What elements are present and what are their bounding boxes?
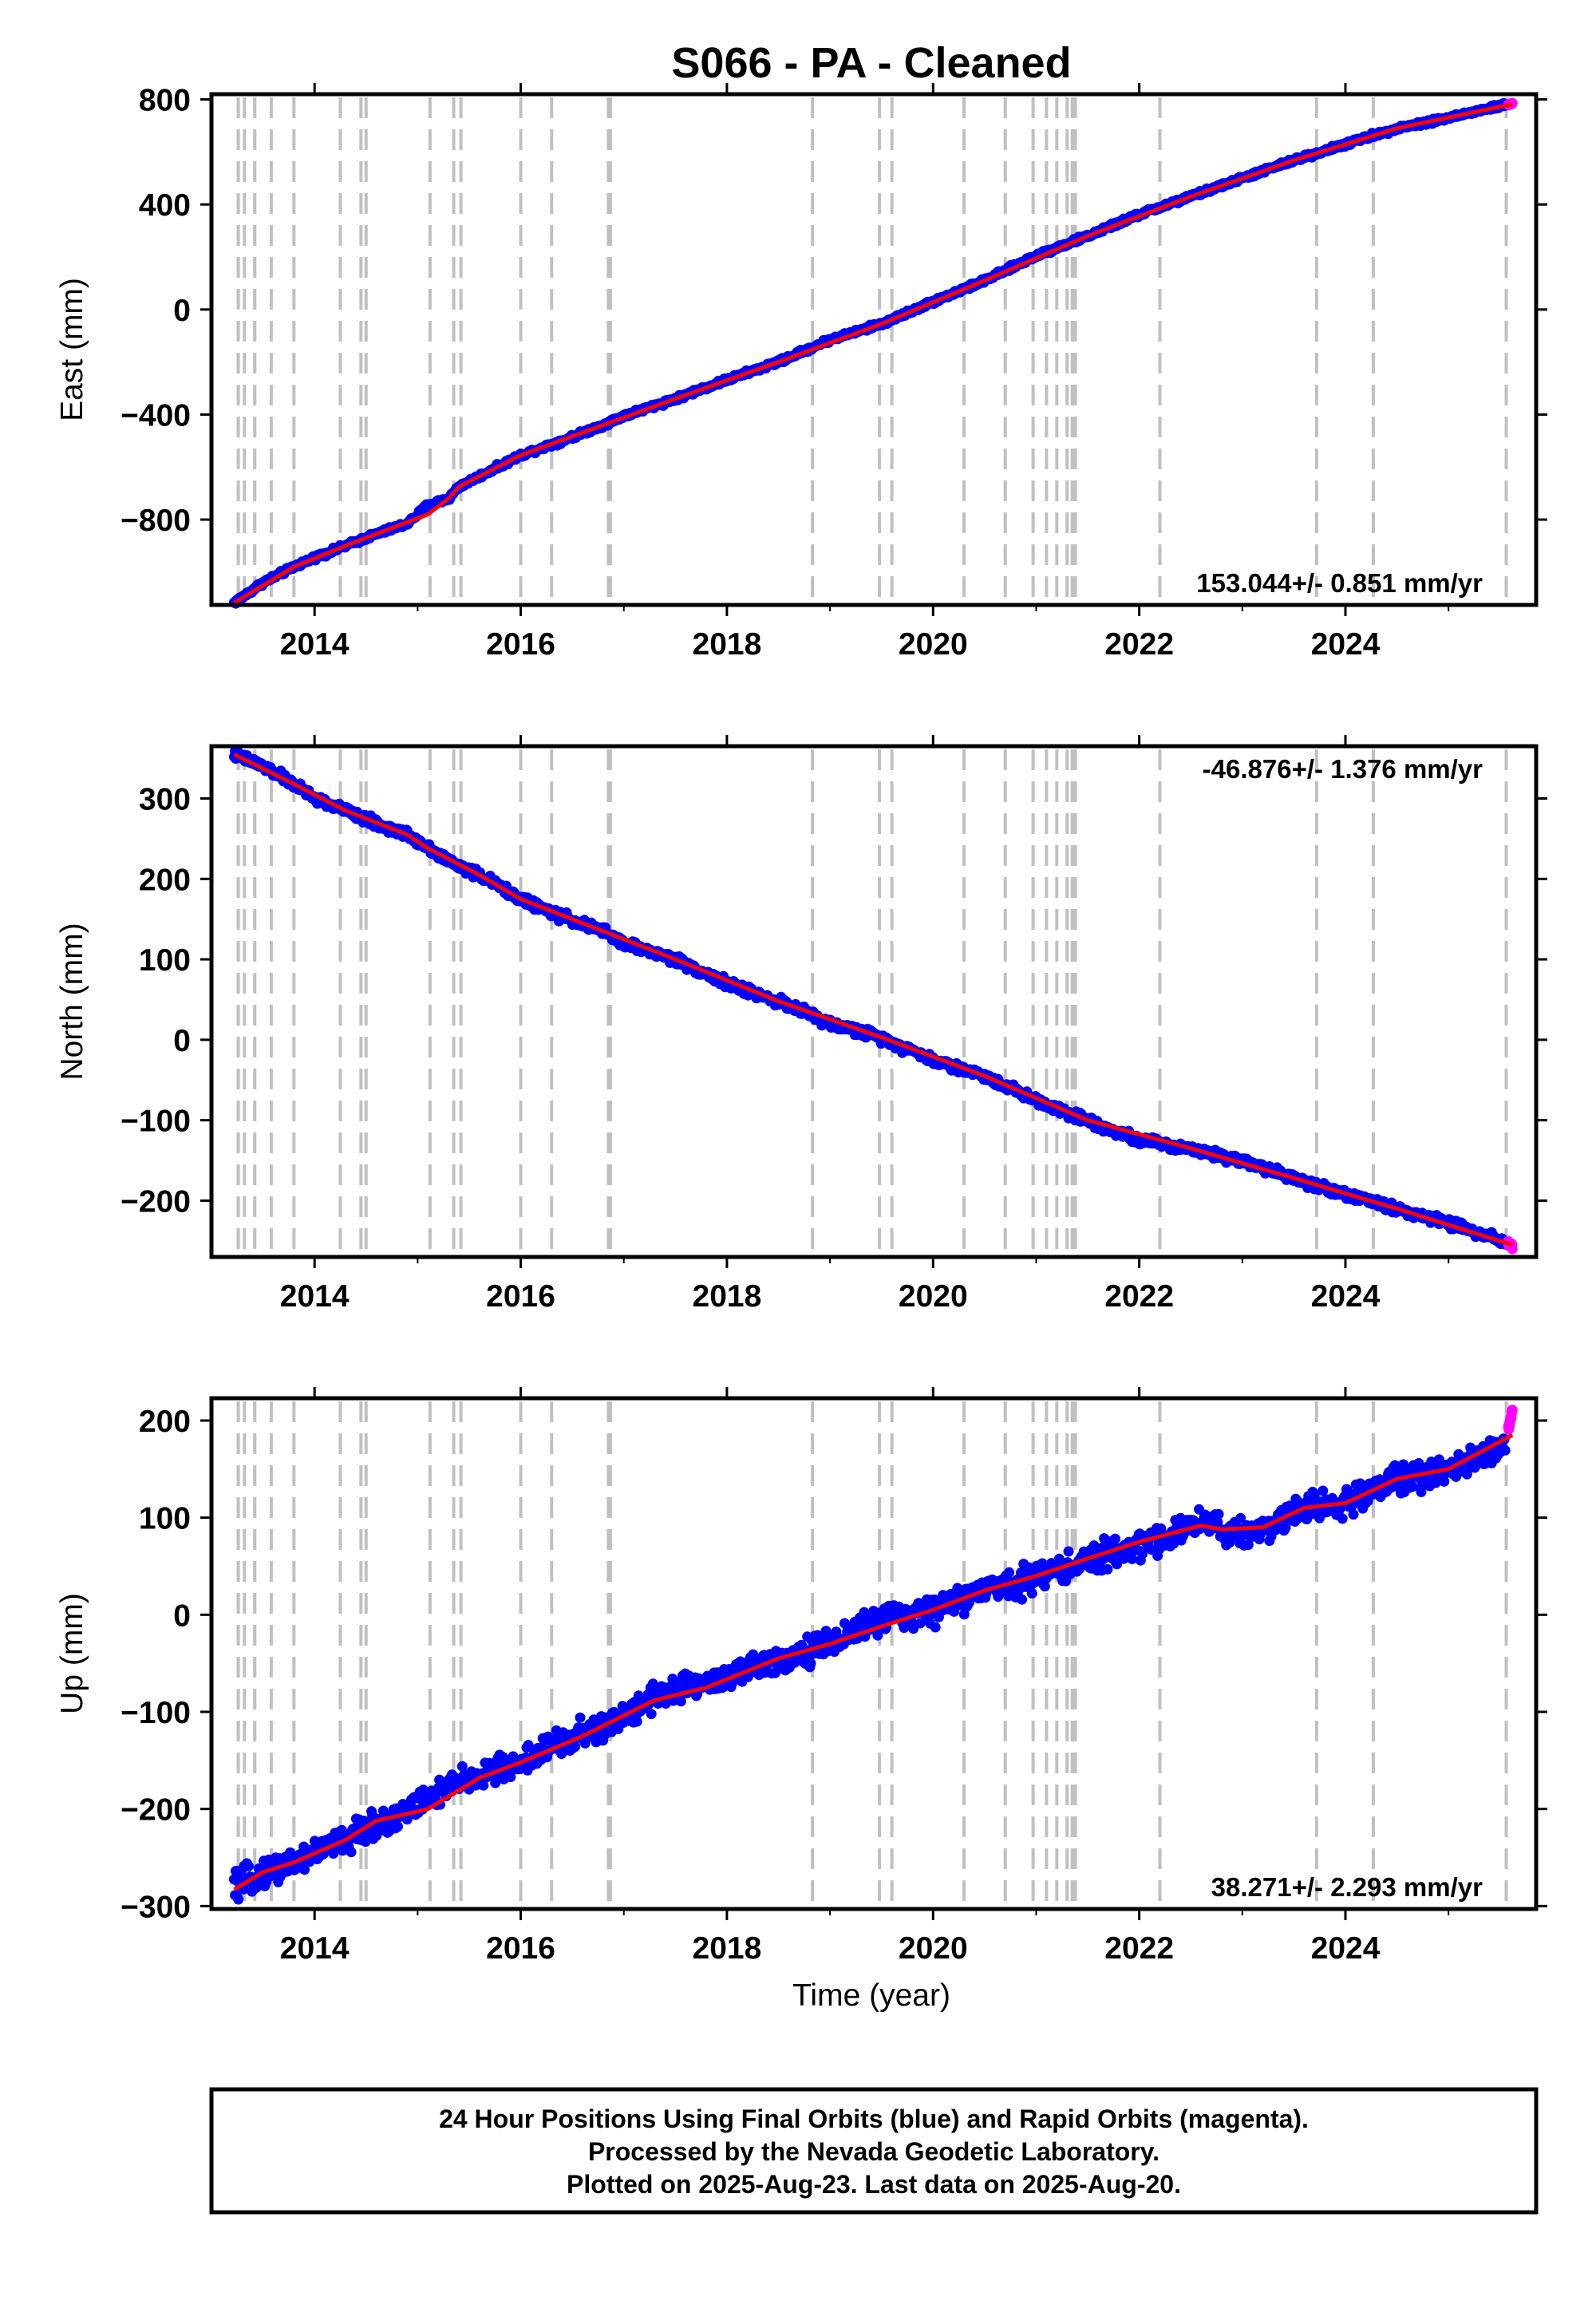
up-x-tick-label-2016: 2016 [486, 1931, 555, 1966]
up-data-point [1110, 1533, 1120, 1544]
north-y-tick-label: −200 [120, 1184, 191, 1219]
north-y-tick-label: 0 [173, 1024, 191, 1058]
up-y-tick-label: −200 [120, 1793, 191, 1828]
north-y-tick-label: −100 [120, 1105, 191, 1139]
east-y-axis-label: East (mm) [55, 278, 89, 421]
east-velocity-label: 153.044+/- 0.851 mm/yr [1196, 568, 1483, 598]
north-y-axis-label: North (mm) [55, 923, 89, 1080]
up-y-tick-label: −100 [120, 1696, 191, 1730]
east-y-tick-label: 0 [173, 294, 191, 328]
up-velocity-label: 38.271+/- 2.293 mm/yr [1211, 1872, 1483, 1902]
up-x-tick-label-2014: 2014 [280, 1931, 350, 1966]
figure-title: S066 - PA - Cleaned [671, 39, 1071, 87]
up-y-tick-label: 100 [139, 1502, 191, 1536]
north-x-tick-label-2016: 2016 [486, 1279, 555, 1314]
east-plot-frame [209, 92, 1539, 607]
up-data-point [1063, 1546, 1074, 1557]
east-y-tick-label: −800 [120, 504, 191, 538]
up-data-point [1026, 1588, 1037, 1599]
up-data-point [243, 1860, 254, 1871]
up-data-point [805, 1658, 816, 1669]
east-x-tick-label-2024: 2024 [1311, 627, 1381, 662]
up-y-tick-label: −300 [120, 1890, 191, 1924]
north-y-tick-label: 300 [139, 783, 191, 817]
north-x-tick-label-2020: 2020 [899, 1279, 968, 1314]
x-axis-label: Time (year) [792, 1978, 950, 2013]
up-y-tick-label: 0 [173, 1599, 191, 1633]
up-y-axis-label: Up (mm) [55, 1593, 89, 1714]
up-data-point [575, 1712, 586, 1723]
east-x-tick-label-2018: 2018 [693, 627, 762, 662]
footnote-box: 24 Hour Positions Using Final Orbits (bl… [209, 2087, 1539, 2215]
up-data-point [1337, 1513, 1348, 1524]
up-data-point [1017, 1594, 1028, 1605]
north-panel: 2014 2016 2018 2020 2022 2024 300 200 100 0 −100 −2… [55, 735, 1547, 1314]
up-x-tick-label-2024: 2024 [1311, 1931, 1381, 1966]
east-fit-line [233, 102, 1513, 605]
up-x-tick-label-2020: 2020 [899, 1931, 968, 1966]
up-data-point [346, 1847, 357, 1858]
up-x-tick-label-2022: 2022 [1104, 1931, 1174, 1966]
up-data-point [1507, 1405, 1518, 1416]
north-x-tick-label-2024: 2024 [1311, 1279, 1381, 1314]
east-y-tick-label: 400 [139, 188, 191, 223]
up-data-point [393, 1821, 403, 1832]
east-panel: 2014 2016 2018 2020 2022 2024 800 400 0 −400 −800 E… [55, 83, 1547, 662]
east-x-tick-label-2022: 2022 [1104, 627, 1174, 662]
up-x-tick-label-2018: 2018 [693, 1931, 762, 1966]
footnote-line-1: 24 Hour Positions Using Final Orbits (bl… [439, 2105, 1309, 2133]
east-x-tick-label-2014: 2014 [280, 627, 350, 662]
up-data-point [1102, 1563, 1113, 1575]
up-data-point [646, 1709, 657, 1720]
up-data-point [1004, 1567, 1015, 1578]
up-data-point [1499, 1445, 1511, 1456]
up-data-point [233, 1894, 244, 1905]
north-x-tick-label-2022: 2022 [1104, 1279, 1174, 1314]
up-y-tick-label: 200 [139, 1405, 191, 1439]
up-data-point [1213, 1508, 1224, 1520]
up-data-point [1348, 1509, 1359, 1520]
footnote-line-2: Processed by the Nevada Geodetic Laborat… [588, 2137, 1159, 2166]
up-data-point [930, 1622, 941, 1633]
north-x-tick-label-2014: 2014 [280, 1279, 350, 1314]
north-y-tick-label: 100 [139, 943, 191, 978]
north-velocity-label: -46.876+/- 1.376 mm/yr [1203, 754, 1483, 784]
north-y-tick-label: 200 [139, 863, 191, 897]
east-y-tick-label: 800 [139, 84, 191, 118]
east-x-tick-label-2020: 2020 [899, 627, 968, 662]
east-y-tick-label: −400 [120, 398, 191, 433]
east-x-tick-label-2016: 2016 [486, 627, 555, 662]
footnote-line-3: Plotted on 2025-Aug-23. Last data on 202… [567, 2170, 1181, 2199]
north-x-tick-label-2018: 2018 [693, 1279, 762, 1314]
